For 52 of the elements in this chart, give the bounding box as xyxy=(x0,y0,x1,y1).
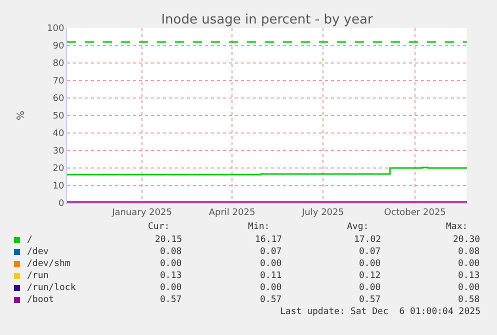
text: 20.30 xyxy=(453,235,480,245)
y-tick-label: 30 xyxy=(52,146,64,157)
y-tick-label: 100 xyxy=(47,24,64,34)
text: 17.02 xyxy=(354,235,382,245)
y-tick-label: 90 xyxy=(52,42,64,52)
text: 0.13 xyxy=(458,271,480,281)
text: 0.00 xyxy=(160,259,182,269)
text: Last update: Sat Dec 6 01:00:04 2025 xyxy=(280,307,480,317)
y-tick-label: 50 xyxy=(52,112,64,122)
text: 16.17 xyxy=(255,235,282,245)
text: Max: xyxy=(446,222,468,232)
y-tick-label: 80 xyxy=(52,59,64,70)
text: 0.00 xyxy=(359,283,381,293)
text: 0.08 xyxy=(160,247,182,257)
text: 0.57 xyxy=(359,295,381,305)
y-tick-label: 0 xyxy=(58,199,64,210)
text: 0.58 xyxy=(458,295,480,305)
x-tick-label: January 2025 xyxy=(111,208,172,218)
text: 0.13 xyxy=(160,271,182,281)
text: 0.00 xyxy=(458,259,480,269)
text: 0.08 xyxy=(458,247,480,257)
x-tick-label: July 2025 xyxy=(301,208,344,218)
y-tick-label: 40 xyxy=(52,129,64,140)
legend-label: /run/lock xyxy=(27,283,76,293)
text: Avg: xyxy=(347,222,369,232)
y-tick-label: 20 xyxy=(52,164,64,174)
text: 0.07 xyxy=(260,247,282,257)
y-tick-label: 10 xyxy=(52,182,64,192)
text: 0.00 xyxy=(359,259,381,269)
text: 0.00 xyxy=(260,259,282,269)
text: Min: xyxy=(248,222,270,232)
chart-title: Inode usage in percent - by year xyxy=(161,12,374,28)
legend-label: /dev/shm xyxy=(27,259,70,269)
text: 0.00 xyxy=(458,283,480,293)
y-tick-label: 60 xyxy=(52,94,64,104)
legend-label: / xyxy=(27,235,32,245)
legend-label: /run xyxy=(27,271,49,281)
text: 0.00 xyxy=(260,283,282,293)
text: 0.07 xyxy=(359,247,381,257)
y-tick-label: 70 xyxy=(52,76,64,87)
legend-label: /dev xyxy=(27,247,49,257)
text: 0.57 xyxy=(260,295,282,305)
text: 0.00 xyxy=(160,283,182,293)
text: 0.12 xyxy=(359,271,381,281)
text: 0.57 xyxy=(160,295,182,305)
text: 20.15 xyxy=(155,235,182,245)
y-axis-title: % xyxy=(16,110,28,120)
legend-label: /boot xyxy=(27,295,54,305)
x-tick-label: April 2025 xyxy=(208,208,256,218)
text: 0.11 xyxy=(260,271,282,281)
x-tick-label: October 2025 xyxy=(384,208,446,218)
text: Cur: xyxy=(148,222,170,232)
